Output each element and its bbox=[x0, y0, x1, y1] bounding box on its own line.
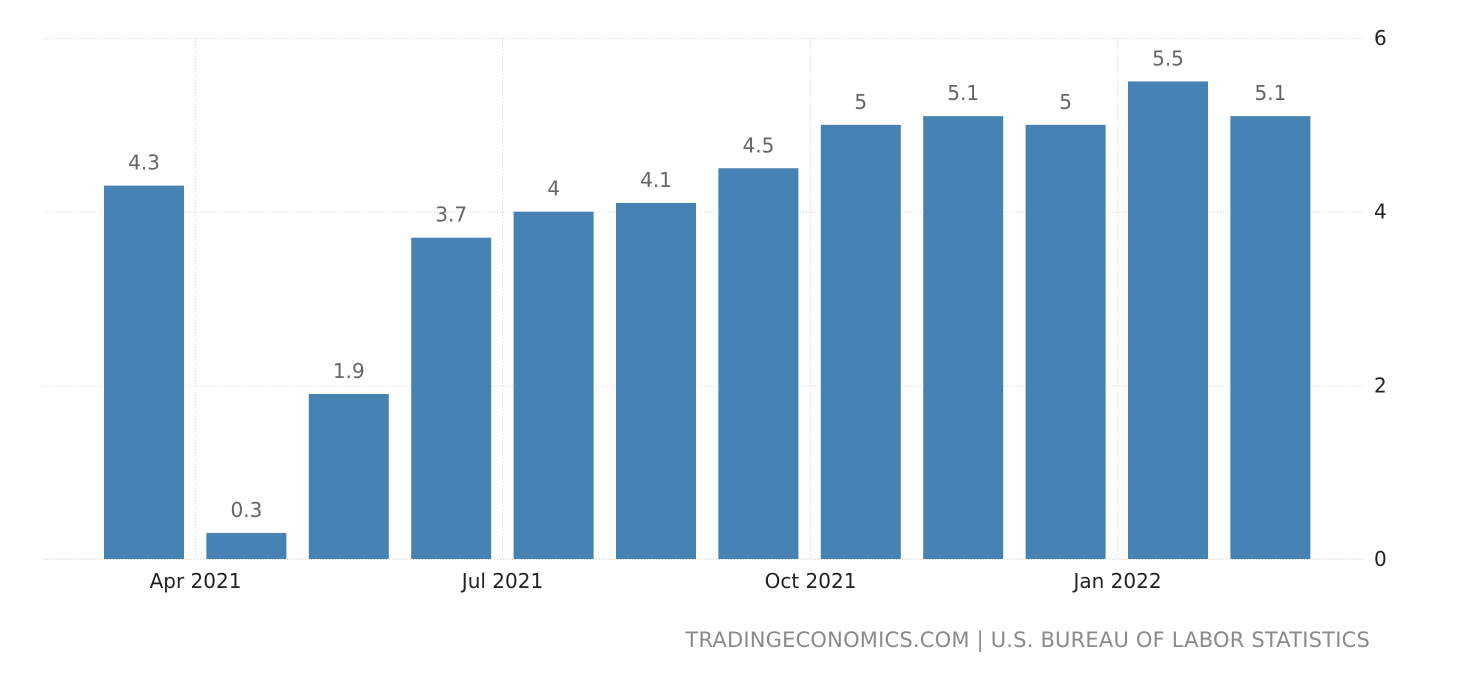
bar bbox=[1230, 116, 1311, 560]
data-label: 5.5 bbox=[1152, 46, 1184, 70]
bar bbox=[513, 211, 594, 559]
x-tick-label: Oct 2021 bbox=[765, 569, 857, 593]
y-axis-ticks: 0 2 4 6 bbox=[1374, 26, 1387, 571]
data-label: 4 bbox=[547, 177, 560, 201]
bar bbox=[616, 202, 696, 559]
y-tick-label: 2 bbox=[1374, 373, 1387, 397]
y-tick-label: 0 bbox=[1374, 547, 1387, 571]
bars bbox=[104, 81, 1311, 560]
data-label: 4.5 bbox=[742, 133, 774, 157]
data-label: 5 bbox=[1059, 90, 1072, 114]
x-axis-ticks: Apr 2021 Jul 2021 Oct 2021 Jan 2022 bbox=[150, 569, 1162, 593]
data-label: 5.1 bbox=[1254, 81, 1286, 105]
bar bbox=[206, 532, 287, 559]
data-label: 3.7 bbox=[435, 203, 467, 227]
data-label: 0.3 bbox=[230, 498, 262, 522]
bar bbox=[308, 394, 389, 559]
x-tick-label: Jul 2021 bbox=[460, 569, 543, 593]
data-label: 4.1 bbox=[640, 168, 672, 192]
bar bbox=[923, 116, 1004, 560]
y-tick-label: 4 bbox=[1374, 200, 1387, 224]
bar bbox=[820, 124, 901, 559]
bar bbox=[411, 237, 492, 559]
data-label: 1.9 bbox=[333, 359, 365, 383]
data-label: 5 bbox=[854, 90, 867, 114]
x-tick-label: Apr 2021 bbox=[150, 569, 242, 593]
data-labels: 4.3 0.3 1.9 3.7 4 4.1 4.5 5 5.1 5 5.5 5.1 bbox=[128, 46, 1286, 522]
data-label: 4.3 bbox=[128, 151, 160, 175]
data-label: 5.1 bbox=[947, 81, 979, 105]
source-attribution: TRADINGECONOMICS.COM | U.S. BUREAU OF LA… bbox=[685, 628, 1370, 652]
bar bbox=[104, 185, 184, 559]
bar bbox=[1128, 81, 1208, 560]
bar bbox=[718, 168, 799, 559]
bar bbox=[1025, 124, 1106, 559]
x-tick-label: Jan 2022 bbox=[1071, 569, 1161, 593]
y-tick-label: 6 bbox=[1374, 26, 1387, 50]
